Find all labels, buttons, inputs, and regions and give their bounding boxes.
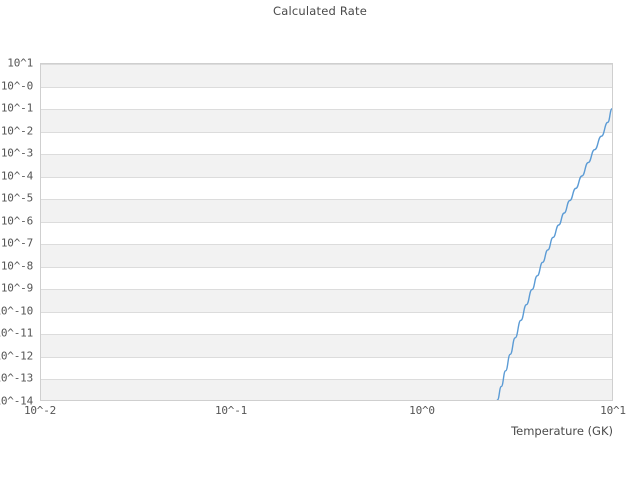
- y-axis-tick-label: 10^-6: [0, 214, 33, 228]
- gridline: [41, 312, 612, 313]
- x-axis-tick-label: 10^1: [600, 404, 626, 417]
- x-axis-tick-labels: 10^-2 10^-1 10^0 10^1: [0, 404, 640, 422]
- band-stripe: [41, 154, 612, 177]
- gridline: [41, 87, 612, 88]
- y-axis-tick-label: 10^-2: [0, 124, 33, 138]
- gridline: [41, 334, 612, 335]
- y-axis-tick-label: 10^-11: [0, 326, 33, 340]
- x-axis-tick-label: 10^-1: [214, 404, 248, 417]
- y-axis-tick-label: 10^-0: [0, 79, 33, 93]
- band-stripe: [41, 289, 612, 312]
- y-axis-tick-label: 10^-7: [0, 236, 33, 250]
- y-axis-tick-label: 10^1: [7, 56, 33, 70]
- y-axis-tick-label: 10^-1: [0, 101, 33, 115]
- y-axis-tick-label: 10^-4: [0, 169, 33, 183]
- gridline: [41, 379, 612, 380]
- gridline: [41, 154, 612, 155]
- y-axis-tick-label: 10^-9: [0, 281, 33, 295]
- x-axis-title: Temperature (GK): [511, 424, 613, 438]
- band-stripe: [41, 379, 612, 400]
- band-stripe: [41, 244, 612, 267]
- band-stripe: [41, 64, 612, 87]
- gridline: [41, 177, 612, 178]
- gridline: [41, 267, 612, 268]
- gridline: [41, 109, 612, 110]
- y-axis-tick-labels: 10^1 10^-0 10^-1 10^-2 10^-3 10^-4 10^-5 10^-6 1…: [0, 57, 36, 408]
- gridline: [41, 244, 612, 245]
- band-stripe: [41, 334, 612, 357]
- series-line-calculated-rate: [496, 108, 612, 400]
- y-axis-tick-label: 10^-5: [0, 191, 33, 205]
- x-axis-tick-label: 10^0: [409, 404, 435, 417]
- y-axis-tick-label: 10^-13: [0, 371, 33, 385]
- series-line-layer: [496, 108, 612, 400]
- y-axis-tick-label: 10^-3: [0, 146, 33, 160]
- gridline: [41, 64, 612, 65]
- band-stripe: [41, 109, 612, 132]
- y-axis-tick-label: 10^-10: [0, 304, 33, 318]
- gridline: [41, 222, 612, 223]
- chart-title: Calculated Rate: [272, 4, 368, 18]
- x-axis-tick-label: 10^-2: [23, 404, 57, 417]
- y-axis-tick-label: 10^-14: [0, 394, 33, 408]
- gridline: [41, 357, 612, 358]
- plot-area[interactable]: [40, 63, 613, 401]
- y-axis-tick-label: 10^-8: [0, 259, 33, 273]
- gridline: [41, 289, 612, 290]
- gridline: [41, 132, 612, 133]
- y-axis-tick-label: 10^-12: [0, 349, 33, 363]
- gridline: [41, 199, 612, 200]
- band-stripe: [41, 199, 612, 222]
